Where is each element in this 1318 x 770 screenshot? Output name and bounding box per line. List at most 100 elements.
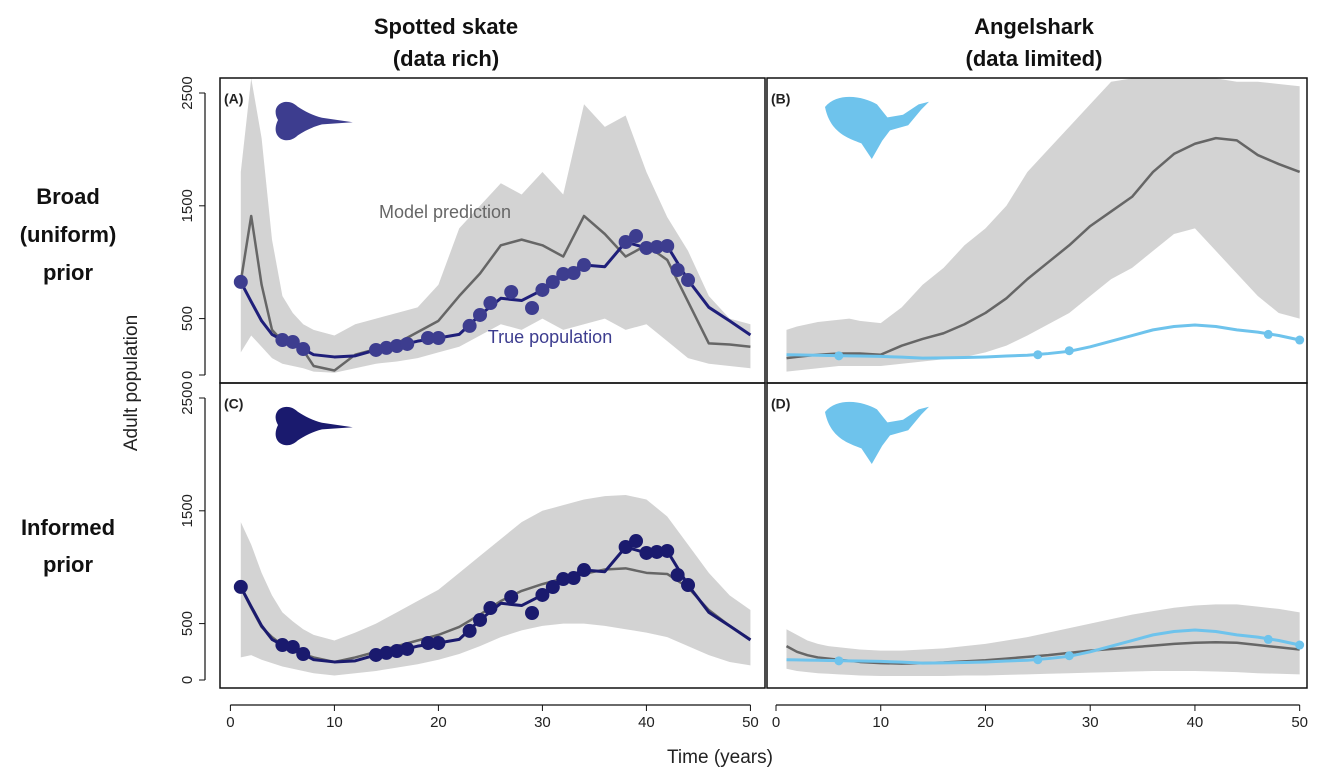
row-label: prior	[43, 552, 94, 577]
observation	[629, 229, 644, 244]
row-label: Informed	[21, 515, 115, 540]
x-tick-label: 40	[1187, 714, 1204, 731]
observation	[629, 534, 644, 549]
x-tick-label: 10	[326, 714, 343, 731]
confidence-band	[786, 604, 1300, 677]
observation	[1064, 346, 1074, 356]
observation	[483, 296, 498, 311]
observation	[1295, 335, 1305, 345]
observation	[618, 540, 633, 555]
column-title: (data limited)	[966, 46, 1103, 71]
observation	[1263, 329, 1273, 339]
observation	[834, 656, 844, 666]
observation	[1064, 651, 1074, 661]
observation	[618, 235, 633, 250]
observation	[545, 275, 560, 290]
observation	[566, 571, 581, 586]
observation	[577, 563, 592, 578]
column-title: Spotted skate	[374, 14, 518, 39]
observation	[504, 589, 519, 604]
observation	[379, 645, 394, 660]
observation	[535, 587, 550, 602]
observation	[369, 647, 384, 662]
x-tick-label: 20	[977, 714, 994, 731]
observation	[285, 334, 300, 349]
observation	[670, 262, 685, 277]
y-tick-label: 1500	[179, 189, 196, 222]
observation	[421, 635, 436, 650]
observation	[389, 339, 404, 354]
observation	[462, 318, 477, 333]
observation	[681, 273, 696, 288]
x-tick-label: 50	[1291, 714, 1308, 731]
panel-frame	[219, 382, 766, 689]
observation	[525, 300, 540, 315]
row-label: prior	[43, 260, 94, 285]
panel	[785, 604, 1305, 677]
observation	[473, 307, 488, 322]
species-icon	[275, 101, 353, 141]
observation	[473, 612, 488, 627]
observation	[649, 544, 664, 559]
confidence-band	[240, 78, 751, 373]
x-tick-label: 40	[638, 714, 655, 731]
column-title: Angelshark	[974, 14, 1095, 39]
observation	[1263, 634, 1273, 644]
observation	[660, 543, 675, 558]
observation	[577, 258, 592, 273]
observation	[296, 342, 311, 357]
observation	[400, 641, 415, 656]
observation	[504, 284, 519, 299]
observation	[566, 266, 581, 281]
observation	[285, 639, 300, 654]
observation	[379, 340, 394, 355]
y-tick-label: 0	[179, 676, 196, 684]
observation	[834, 351, 844, 361]
species-icon	[825, 96, 929, 159]
observation	[660, 238, 675, 253]
y-tick-label: 2500	[179, 381, 196, 414]
y-tick-label: 0	[179, 371, 196, 379]
observation	[400, 336, 415, 351]
observation	[556, 572, 571, 587]
y-tick-label: 1500	[179, 494, 196, 527]
panel	[233, 495, 752, 676]
panel	[786, 78, 1305, 372]
observation	[275, 638, 290, 653]
x-tick-label: 30	[1082, 714, 1099, 731]
row-label: (uniform)	[20, 222, 117, 247]
observation	[681, 578, 696, 593]
confidence-band	[240, 495, 751, 676]
y-axis-label: Adult population	[121, 315, 142, 451]
annotation: True population	[488, 327, 612, 347]
annotation: Model prediction	[379, 202, 511, 222]
observation	[431, 330, 446, 345]
x-axis-label: Time (years)	[667, 747, 773, 768]
y-tick-label: 500	[179, 611, 196, 636]
panel-label: (A)	[224, 91, 243, 107]
observation	[545, 580, 560, 595]
species-icon	[825, 401, 929, 464]
y-tick-label: 500	[179, 306, 196, 331]
x-tick-label: 50	[742, 714, 759, 731]
x-tick-label: 20	[430, 714, 447, 731]
observation	[421, 330, 436, 345]
observation	[296, 647, 311, 662]
panel-label: (D)	[771, 396, 790, 412]
y-tick-label: 2500	[179, 76, 196, 109]
confidence-band	[786, 78, 1300, 372]
observation	[1033, 655, 1043, 665]
observation	[462, 623, 477, 638]
panel-label: (B)	[771, 91, 790, 107]
observation	[639, 240, 654, 255]
panel-label: (C)	[224, 396, 243, 412]
observation	[639, 545, 654, 560]
observation	[275, 333, 290, 348]
observation	[389, 644, 404, 659]
x-tick-label: 10	[872, 714, 889, 731]
observation	[483, 601, 498, 616]
x-tick-label: 30	[534, 714, 551, 731]
panel-frame	[766, 382, 1308, 689]
x-tick-label: 0	[772, 714, 780, 731]
